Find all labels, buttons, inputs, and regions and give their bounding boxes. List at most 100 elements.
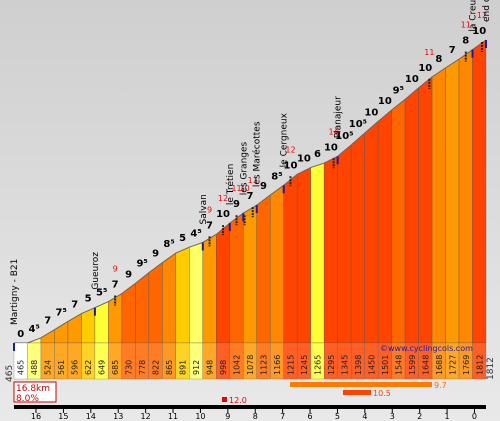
altitude-cell (472, 342, 487, 380)
marker-layer (13, 40, 487, 351)
altitude-tick-label: 561 (57, 360, 66, 375)
gradient-bars: 9.7 10.5 12.0 (222, 381, 447, 405)
km-axis-label: 13 (113, 412, 123, 421)
gradient-label: 7 (247, 191, 254, 202)
km-axis-label: 12 (141, 412, 151, 421)
max-gradient-label: 9 (113, 265, 118, 274)
profile-segment (283, 173, 298, 344)
altitude-tick-label: 1265 (313, 355, 322, 375)
gradient-label: 7 (206, 220, 213, 231)
profile-segment (175, 246, 190, 344)
km-axis-label: 0 (472, 412, 477, 421)
credit-text: ©www.cyclingcols.com (380, 344, 473, 353)
gradient-label: 7⁵ (56, 307, 67, 318)
place-label: les Marécottes (252, 121, 263, 187)
km-axis-label: 2 (417, 412, 422, 421)
profile-outline (14, 39, 487, 344)
altitude-tick-label: 1688 (435, 355, 444, 375)
gradient-label: 0 (17, 329, 24, 340)
altitude-tick-label: 488 (30, 360, 39, 375)
profile-segment (418, 76, 433, 344)
altitude-tick-label: 948 (206, 360, 215, 375)
stats-box (13, 381, 57, 403)
gradient-label: 10 (472, 26, 486, 37)
gradient-label: 10 (324, 142, 338, 153)
profile-segment (256, 194, 271, 344)
gradient-bar-105 (343, 390, 371, 395)
place-label: la Creusaz (469, 0, 479, 32)
km-axis-label: 5 (335, 412, 340, 421)
altitude-tick-label: 1166 (273, 355, 282, 375)
km-axis-label: 7 (280, 412, 285, 421)
altitude-tick-label: 1648 (421, 355, 430, 375)
gradient-label: 5 (85, 294, 92, 305)
altitude-tick-label: 1812 (475, 355, 484, 375)
gradient-label: 4⁵ (190, 228, 201, 239)
end-altitude-label: 1812 (486, 357, 496, 380)
gradient-label: 10 (418, 63, 432, 74)
label-layer: 46504884⁵52475617⁵596762256495⁵685773097… (10, 0, 492, 375)
altitude-tick-label: 1450 (367, 355, 376, 375)
profile-segment (216, 222, 230, 344)
max-gradient-label: 12 (477, 11, 487, 20)
place-label: Planajeur (334, 96, 344, 138)
altitude-tick-label: 1215 (286, 355, 295, 375)
profile-segment (148, 262, 163, 344)
max-gradient-label: 11 (424, 48, 434, 57)
profile-segment (337, 144, 352, 344)
altitude-tick-label: 1599 (408, 355, 417, 375)
altitude-tick-label: 622 (84, 360, 93, 375)
altitude-tick-label: 1769 (462, 355, 471, 375)
axis-layer: 16 15 14 13 12 11 10 9 8 7 6 5 4 3 2 1 0 (14, 405, 486, 421)
gradient-label: 7 (449, 45, 456, 56)
km-axis-label: 6 (308, 412, 313, 421)
place-label: le Trétien (225, 164, 236, 205)
km-axis-label: 3 (390, 412, 395, 421)
altitude-tick-label: 1123 (259, 355, 268, 375)
gradient-label: 10 (297, 154, 311, 165)
gradient-label: 8 (462, 36, 469, 47)
km-axis-label: 11 (168, 412, 178, 421)
place-label: Martigny - B21 (10, 259, 20, 325)
profile-segment (458, 49, 473, 344)
stats-avg-gradient: 8.0% (16, 394, 39, 404)
km-axis-label: 4 (362, 412, 367, 421)
profile-segment (445, 58, 460, 344)
gradient-label: 10 (405, 74, 419, 85)
gradient-label: 6 (314, 149, 321, 160)
profile-segment (297, 167, 311, 344)
gradient-label: 10 (216, 209, 230, 220)
max-gradient-label: 10 (240, 184, 250, 193)
altitude-tick-label: 1501 (381, 355, 390, 375)
gradient-label: 8⁵ (271, 171, 282, 182)
altitude-tick-label: 730 (125, 360, 134, 375)
km-axis-label: 10 (195, 412, 205, 421)
gradient-label: 10 (364, 107, 378, 118)
place-label: Gueuroz (91, 252, 101, 290)
gradient-label: 8⁵ (163, 239, 174, 250)
gradient-bar-12 (222, 397, 227, 402)
max-gradient-label: 12 (218, 194, 228, 203)
profile-segment (431, 67, 446, 344)
altitude-tick-label: 778 (138, 360, 147, 375)
place-label: Salvan (199, 194, 209, 224)
altitude-tick-label: 998 (219, 360, 228, 375)
altitude-tick-label: 649 (98, 360, 107, 375)
gradient-label: 9 (152, 249, 159, 260)
max-gradient-label: 14 (329, 127, 339, 136)
gradient-label: 7 (44, 316, 51, 327)
start-altitude-label: 465 (5, 365, 15, 382)
km-axis-bar (14, 405, 486, 409)
altitude-tick-label: 685 (111, 360, 120, 375)
gradient-bar-97 (290, 382, 432, 387)
gradient-label: 5 (179, 233, 186, 244)
profile-segment (229, 212, 244, 344)
profile-segment (350, 132, 365, 344)
profile-segment (377, 109, 392, 344)
profile-segment (135, 272, 150, 344)
km-axis-label: 9 (225, 412, 230, 421)
gradient-label: 10 (378, 96, 392, 107)
altitude-tick-label: 1295 (327, 355, 336, 375)
gradient-label: 7 (112, 280, 119, 291)
